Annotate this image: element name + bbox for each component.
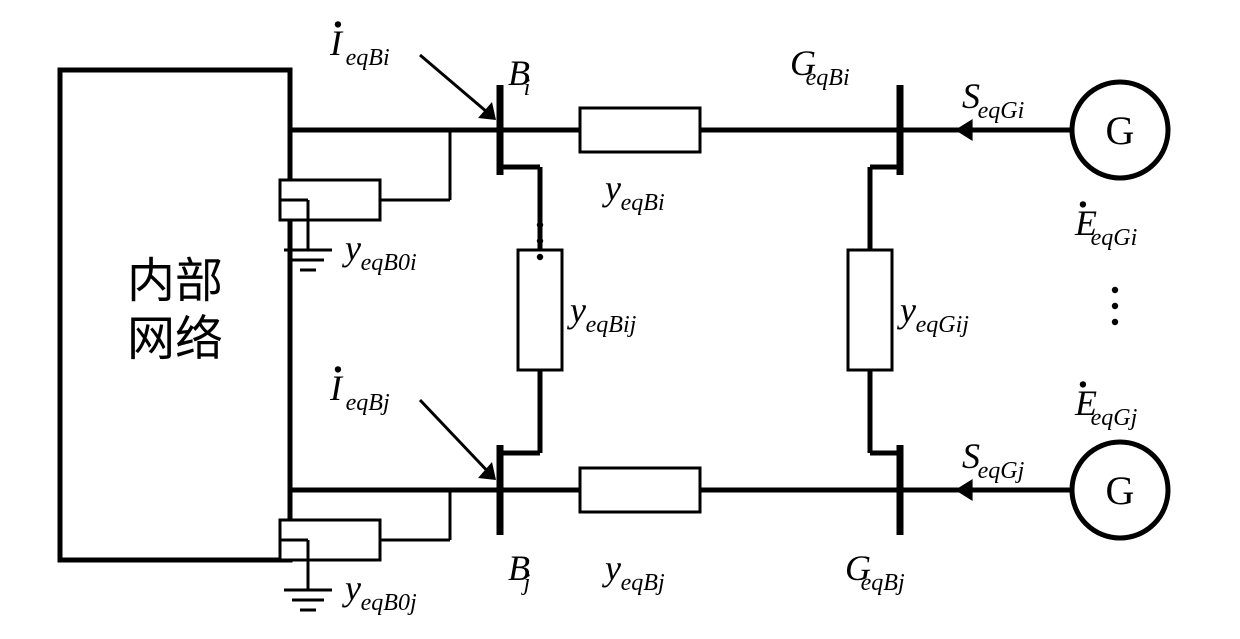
label-EeqGj: EeqGj <box>1074 381 1138 431</box>
label-GeqBi: GeqBi <box>790 43 850 91</box>
arrow-SeqGi <box>955 119 973 141</box>
svg-text:eqGi: eqGi <box>1091 225 1138 251</box>
internal-network-text-2: 网络 <box>127 313 223 366</box>
svg-text:eqB0i: eqB0i <box>361 250 417 276</box>
pointer-IeqBj <box>420 400 494 478</box>
label-Bj: Bj <box>508 548 531 596</box>
svg-text:y: y <box>342 228 361 268</box>
svg-text:eqBj: eqBj <box>621 570 665 596</box>
label-SeqGj: SeqGj <box>962 436 1025 484</box>
svg-text:eqBj: eqBj <box>346 390 390 416</box>
svg-text:eqGi: eqGi <box>978 98 1025 124</box>
label-EeqGi: EeqGi <box>1074 201 1137 251</box>
svg-text:y: y <box>602 548 621 588</box>
svg-text:i: i <box>524 75 531 101</box>
vdots-G <box>1112 303 1118 309</box>
pointer-IeqBi-head <box>478 102 496 120</box>
generator-i-label: G <box>1106 108 1135 153</box>
label-yeqB0j: yeqB0j <box>342 568 417 616</box>
vdots-B <box>537 238 543 244</box>
impedance-yeqGij <box>848 250 892 370</box>
svg-text:I: I <box>329 23 344 63</box>
svg-text:eqGj: eqGj <box>1091 405 1138 431</box>
svg-text:eqBj: eqBj <box>861 570 905 596</box>
svg-text:y: y <box>897 290 916 330</box>
generator-j-label: G <box>1106 468 1135 513</box>
pointer-IeqBi <box>420 55 494 118</box>
svg-text:y: y <box>342 568 361 608</box>
label-yeqBij: yeqBij <box>567 290 637 338</box>
vdots-B <box>537 222 543 228</box>
vdots-G <box>1112 319 1118 325</box>
label-yeqBi: yeqBi <box>602 168 665 216</box>
impedance-yeqBj <box>580 468 700 512</box>
svg-text:eqBi: eqBi <box>806 65 850 91</box>
label-Bi: Bi <box>508 53 530 101</box>
internal-network-text-1: 内部 <box>127 255 223 308</box>
svg-text:eqB0j: eqB0j <box>361 590 417 616</box>
label-SeqGi: SeqGi <box>962 76 1024 124</box>
arrow-SeqGj <box>955 479 973 501</box>
svg-text:eqGij: eqGij <box>916 312 970 338</box>
equivalent-network-diagram: 内部网络GGIeqBiBiGeqBiSeqGiEeqGiyeqBiyeqB0iy… <box>0 0 1240 639</box>
svg-text:y: y <box>567 290 586 330</box>
label-IeqBj: IeqBj <box>329 366 390 416</box>
vdots-G <box>1112 287 1118 293</box>
label-yeqBj: yeqBj <box>602 548 665 596</box>
svg-text:eqBi: eqBi <box>621 190 665 216</box>
label-IeqBi: IeqBi <box>329 21 390 71</box>
svg-text:y: y <box>602 168 621 208</box>
label-GeqBj: GeqBj <box>845 548 905 596</box>
svg-text:I: I <box>329 368 344 408</box>
svg-text:eqBi: eqBi <box>346 45 390 71</box>
svg-text:eqBij: eqBij <box>586 312 637 338</box>
impedance-yeqBij <box>518 250 562 370</box>
label-yeqGij: yeqGij <box>897 290 969 338</box>
label-yeqB0i: yeqB0i <box>342 228 417 276</box>
vdots-B <box>537 254 543 260</box>
impedance-yeqBi <box>580 108 700 152</box>
svg-text:eqGj: eqGj <box>978 458 1025 484</box>
